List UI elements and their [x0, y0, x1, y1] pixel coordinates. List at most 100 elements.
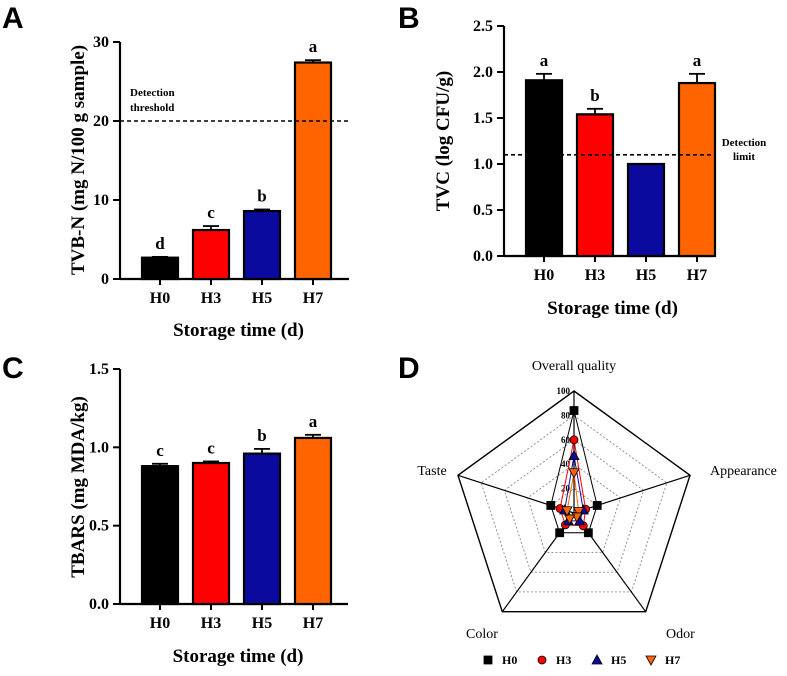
y-tick-label: 10	[93, 192, 109, 209]
radar-point-h0	[555, 528, 565, 538]
bar-h5	[242, 209, 282, 281]
radar-axis-label: Overall quality	[532, 359, 616, 374]
y-tick-label: 0.0	[89, 596, 109, 613]
reference-line-label: Detection	[130, 87, 175, 99]
y-tick-label: 20	[93, 113, 109, 130]
radar-point-h0	[569, 406, 579, 415]
bar-h0	[140, 256, 180, 281]
reference-line-label: threshold	[130, 102, 174, 114]
radar-tick-label: 20	[561, 484, 571, 494]
radar-point-h0	[592, 501, 602, 510]
bar-h5	[242, 452, 282, 606]
radar-axis-label: Taste	[417, 464, 446, 479]
bar-h7	[677, 81, 717, 258]
legend-label-h5: H5	[611, 653, 626, 667]
y-axis-title: TVC (log CFU/g)	[433, 71, 454, 211]
bar-h5	[626, 162, 666, 258]
x-tick-label-h7: H7	[687, 267, 707, 284]
x-tick-label-h5: H5	[252, 290, 272, 307]
significance-label-h7: a	[309, 37, 318, 56]
radar-series-outline-h3	[559, 439, 587, 527]
y-tick-label: 1.0	[473, 156, 493, 173]
radar-point-h7	[572, 507, 585, 518]
bar-h3	[575, 113, 615, 258]
significance-label-h0: d	[155, 234, 165, 253]
y-tick-label: 1.5	[89, 361, 109, 378]
legend-label-h0: H0	[502, 653, 517, 667]
significance-label-h5: b	[257, 186, 266, 205]
radar-axis-label: Color	[466, 627, 498, 642]
radar-axis-label: Odor	[666, 627, 695, 642]
x-tick-label-h3: H3	[585, 267, 605, 284]
x-tick-label-h7: H7	[303, 290, 323, 307]
x-tick-label-h5: H5	[252, 615, 272, 632]
y-tick-label: 2.5	[473, 18, 493, 35]
x-tick-label-h7: H7	[303, 615, 323, 632]
y-axis-title: TBARS (mg MDA/kg)	[68, 396, 89, 578]
x-axis-title: Storage time (d)	[547, 298, 678, 319]
radar-tick-label: 80	[561, 410, 571, 420]
radar-point-h0	[583, 528, 593, 538]
bar-h3	[191, 228, 231, 281]
x-tick-label-h0: H0	[150, 290, 170, 307]
y-tick-label: 0.5	[473, 202, 493, 219]
panel-b: 0.0 0.5 1.0 1.5 2.0 2.5 TVC (log CFU/g) Storage…	[433, 18, 766, 319]
y-tick-label: 1.0	[89, 439, 109, 456]
radar-point-h3	[569, 435, 579, 445]
x-tick-label-h0: H0	[534, 267, 554, 284]
reference-line-label: limit	[733, 151, 755, 163]
radar-point-h7	[561, 506, 573, 517]
legend-marker-h3	[537, 655, 547, 665]
significance-label-h3: b	[590, 86, 599, 105]
x-axis-title: Storage time (d)	[173, 646, 304, 667]
x-tick-label-h3: H3	[201, 290, 221, 307]
bar-h0	[524, 79, 564, 258]
x-tick-label-h0: H0	[150, 615, 170, 632]
y-tick-label: 30	[93, 34, 109, 51]
radar-point-h7	[564, 514, 576, 525]
x-tick-label-h3: H3	[201, 615, 221, 632]
bar-h7	[293, 436, 333, 606]
significance-label-h3: c	[207, 438, 215, 457]
bar-h0	[140, 465, 180, 606]
legend-label-h7: H7	[665, 653, 680, 667]
radar-tick-label: 60	[561, 435, 571, 445]
panel-d: 020406080100Overall qualityAppearanceOdo…	[417, 359, 777, 667]
radar-series-outline-h5	[564, 455, 584, 522]
significance-label-h3: c	[207, 203, 215, 222]
panel-letter-a: A	[2, 2, 24, 35]
y-tick-label: 2.0	[473, 64, 493, 81]
x-axis-title: Storage time (d)	[173, 320, 304, 341]
bar-h3	[191, 461, 231, 606]
y-tick-label: 0	[101, 271, 109, 288]
radar-point-h5	[568, 449, 580, 461]
significance-label-h7: a	[309, 412, 318, 431]
radar-point-h7	[568, 468, 580, 479]
significance-label-h7: a	[693, 51, 702, 70]
panel-letter-b: B	[398, 2, 420, 35]
radar-tick-label: 40	[561, 459, 571, 469]
y-tick-label: 0.0	[473, 248, 493, 265]
legend-label-h3: H3	[556, 653, 571, 667]
x-tick-label-h5: H5	[636, 267, 656, 284]
significance-label-h0: a	[540, 51, 549, 70]
panel-letter-c: C	[2, 352, 24, 385]
y-axis-title: TVB-N (mg N/100 g sample)	[68, 45, 89, 275]
y-tick-label: 1.5	[473, 110, 493, 127]
significance-label-h0: c	[156, 441, 164, 460]
legend-marker-h5	[591, 654, 603, 665]
legend-marker-h7	[645, 655, 657, 666]
y-tick-label: 0.5	[89, 518, 109, 535]
panel-letter-d: D	[398, 352, 420, 385]
bar-h7	[293, 61, 333, 281]
radar-axis-label: Appearance	[710, 464, 777, 479]
significance-label-h5: b	[257, 426, 266, 445]
reference-line-label: Detection	[722, 137, 767, 149]
radar-series-outline-h0	[550, 410, 598, 534]
radar-tick-label: 100	[557, 386, 571, 396]
radar-grid-ring	[457, 390, 691, 613]
panel-c: 0.0 0.5 1.0 1.5 TBARS (mg MDA/kg) Storage tim…	[68, 361, 348, 667]
